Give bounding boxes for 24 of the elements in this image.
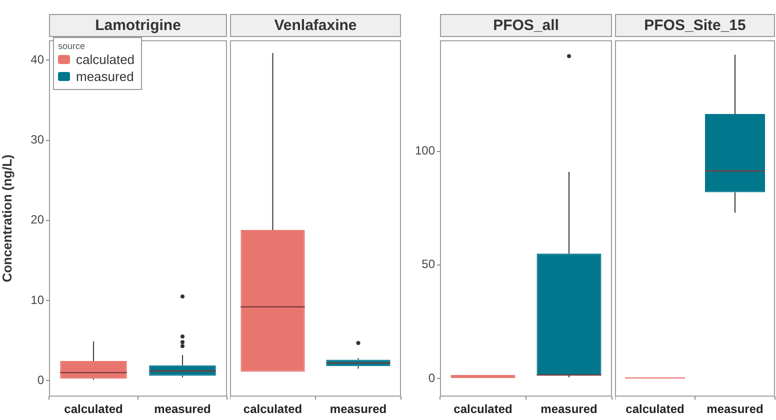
legend-label: calculated [76,51,135,68]
chart-title: PFOS_all [440,14,612,37]
y-tick-label: 10 [30,292,44,307]
x-tick-label: calculated [626,402,684,416]
y-tick-label: 0 [37,372,44,387]
y-tick-label: 100 [414,144,436,158]
x-tick-label: calculated [64,402,123,416]
chart-title: PFOS_Site_15 [615,14,775,37]
x-tick-label: calculated [243,402,302,416]
x-tick-label: measured [154,402,211,416]
y-tick-label: 20 [30,212,44,227]
chart-title: Lamotrigine [49,14,227,37]
x-tick-label: calculated [454,402,512,416]
chart-title: Venlafaxine [230,14,401,37]
x-tick-label: measured [706,402,764,416]
y-tick-label: 40 [30,52,44,67]
legend-label: measured [76,68,134,85]
x-tick-label: measured [330,402,387,416]
y-tick-label: 50 [422,257,436,272]
legend-title: source [58,41,86,51]
y-tick-label: 30 [30,132,44,147]
y-tick-label: 0 [428,370,436,385]
x-tick-label: measured [540,402,598,416]
y-axis-title: Concentration (ng/L) [0,154,14,282]
